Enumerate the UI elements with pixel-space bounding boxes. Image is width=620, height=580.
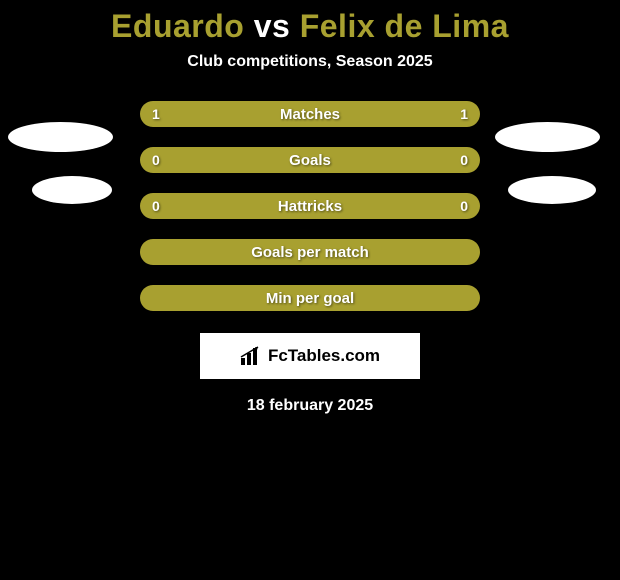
logo-text: FcTables.com bbox=[268, 346, 380, 366]
stat-value-left: 0 bbox=[152, 198, 160, 214]
stat-label: Matches bbox=[280, 106, 340, 123]
bars-icon bbox=[240, 346, 262, 366]
stat-row: Min per goal bbox=[140, 285, 480, 311]
stat-value-right: 0 bbox=[460, 152, 468, 168]
stat-row: 0 Hattricks 0 bbox=[140, 193, 480, 219]
stat-row: 0 Goals 0 bbox=[140, 147, 480, 173]
stat-label: Hattricks bbox=[278, 198, 342, 215]
decorative-ellipse bbox=[508, 176, 596, 204]
subtitle: Club competitions, Season 2025 bbox=[0, 53, 620, 71]
decorative-ellipse bbox=[495, 122, 600, 152]
stat-row: 1 Matches 1 bbox=[140, 101, 480, 127]
player2-name: Felix de Lima bbox=[300, 8, 509, 44]
fctables-logo: FcTables.com bbox=[200, 333, 420, 379]
stat-label: Goals bbox=[289, 152, 331, 169]
stat-value-right: 0 bbox=[460, 198, 468, 214]
vs-separator: vs bbox=[244, 8, 299, 44]
stat-label: Min per goal bbox=[266, 290, 354, 307]
stat-row: Goals per match bbox=[140, 239, 480, 265]
stat-value-left: 0 bbox=[152, 152, 160, 168]
comparison-title: Eduardo vs Felix de Lima bbox=[0, 0, 620, 45]
stat-label: Goals per match bbox=[251, 244, 369, 261]
stat-value-left: 1 bbox=[152, 106, 160, 122]
decorative-ellipse bbox=[8, 122, 113, 152]
decorative-ellipse bbox=[32, 176, 112, 204]
stat-value-right: 1 bbox=[460, 106, 468, 122]
player1-name: Eduardo bbox=[111, 8, 244, 44]
date-text: 18 february 2025 bbox=[0, 397, 620, 415]
